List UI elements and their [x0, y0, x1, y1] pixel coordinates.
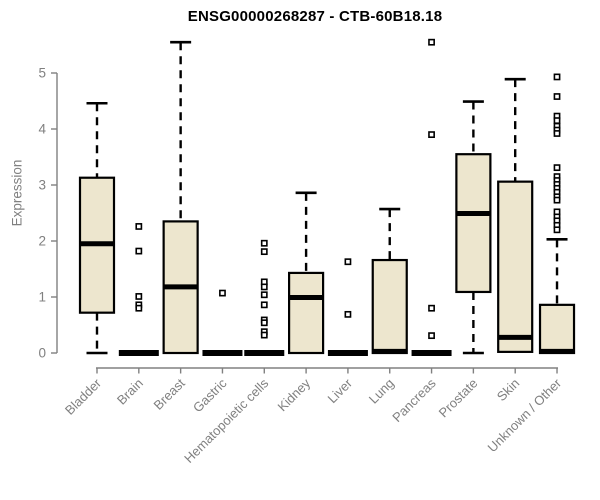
outlier-point-brain [135, 223, 143, 230]
x-tick-label: Brain [114, 376, 146, 408]
outlier-point-hematopoietic-cells [260, 319, 268, 327]
x-tick-label: Pancreas [389, 375, 439, 425]
outlier-point-unknown-other [553, 117, 561, 124]
x-tick-label: Unknown / Other [485, 375, 565, 455]
outlier-point-unknown-other [553, 73, 561, 81]
outlier-point-brain [135, 304, 143, 312]
x-tick-label: Liver [325, 375, 356, 406]
outlier-point-hematopoietic-cells [260, 283, 268, 291]
box-unknown-other [538, 303, 576, 355]
y-tick-label: 1 [38, 290, 46, 305]
outlier-point-hematopoietic-cells [260, 248, 268, 256]
box-gastric [202, 350, 243, 356]
outlier-point-pancreas [428, 332, 435, 340]
y-tick-label: 3 [38, 178, 46, 193]
box-prostate [455, 153, 492, 294]
outlier-point-unknown-other [553, 226, 561, 234]
box-hematopoietic-cells [244, 350, 285, 356]
outlier-point-liver [344, 310, 352, 318]
outlier-point-unknown-other [553, 130, 561, 137]
outlier-point-liver [344, 258, 352, 266]
y-tick-label: 4 [38, 122, 46, 137]
chart-title: ENSG00000268287 - CTB-60B18.18 [187, 8, 443, 25]
outlier-point-brain [135, 293, 143, 300]
box-kidney [288, 271, 325, 355]
outlier-point-unknown-other [553, 164, 561, 172]
x-tick-label: Skin [494, 376, 522, 404]
outlier-point-brain [135, 247, 143, 255]
outlier-point-unknown-other [553, 196, 561, 204]
x-tick-label: Kidney [275, 375, 314, 414]
outlier-point-hematopoietic-cells [260, 331, 268, 339]
x-tick-label: Breast [151, 375, 188, 412]
outlier-point-pancreas [428, 131, 435, 138]
x-tick-label: Bladder [62, 375, 105, 418]
box-skin [497, 180, 534, 353]
outlier-point-hematopoietic-cells [260, 291, 268, 299]
x-tick-label: Lung [366, 376, 397, 407]
outlier-point-hematopoietic-cells [260, 301, 268, 309]
outlier-point-unknown-other [553, 93, 561, 100]
box-pancreas [411, 350, 452, 356]
y-tick-label: 0 [38, 346, 46, 361]
box-lung [371, 258, 408, 355]
outlier-point-hematopoietic-cells [260, 239, 268, 247]
box-liver [327, 350, 368, 356]
x-tick-label: Prostate [436, 376, 481, 421]
box-brain [118, 350, 159, 356]
y-tick-label: 2 [38, 234, 46, 249]
outlier-point-gastric [219, 289, 226, 297]
y-tick-label: 5 [38, 66, 46, 81]
x-tick-label: Gastric [190, 375, 230, 415]
outlier-point-pancreas [428, 304, 435, 312]
outlier-point-pancreas [428, 38, 435, 46]
